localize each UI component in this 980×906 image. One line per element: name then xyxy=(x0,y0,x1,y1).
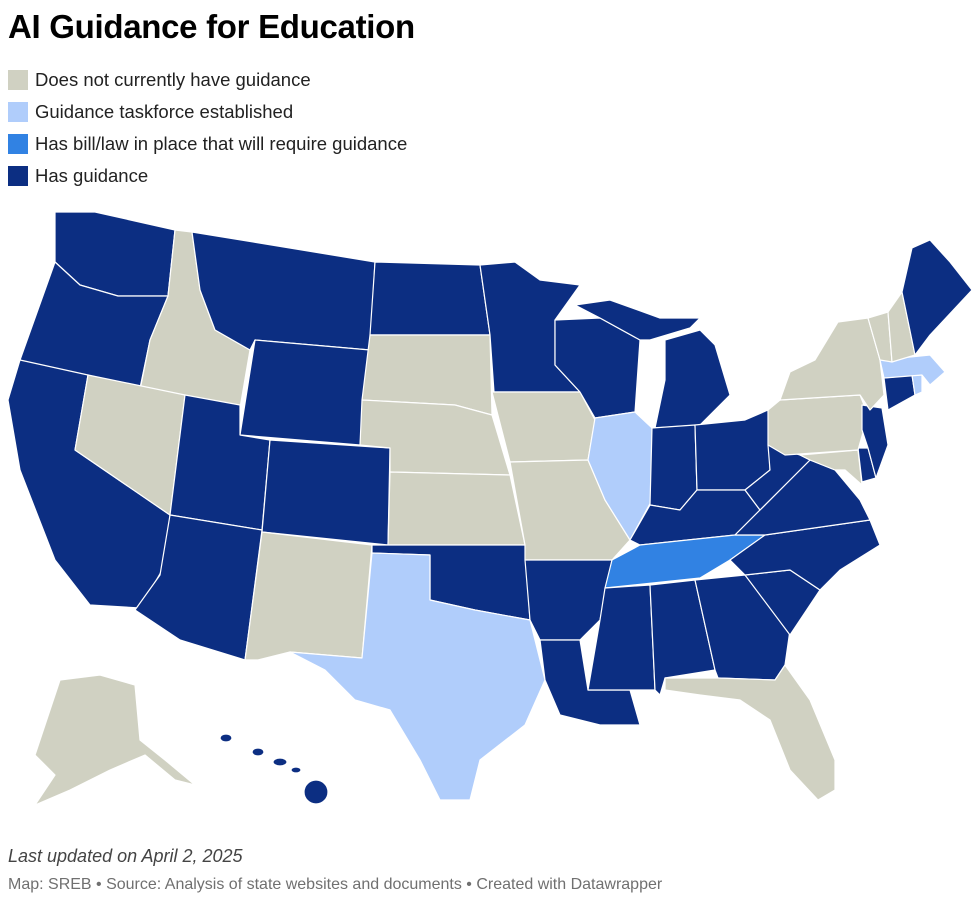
state-ct[interactable] xyxy=(883,374,916,411)
state-nj[interactable] xyxy=(861,404,889,479)
credits: Map: SREB • Source: Analysis of state we… xyxy=(8,876,663,893)
legend-swatch xyxy=(8,70,28,90)
legend-item-taskforce: Guidance taskforce established xyxy=(8,96,407,128)
state-fl[interactable] xyxy=(664,664,836,801)
state-mi[interactable] xyxy=(574,299,731,429)
legend: Does not currently have guidance Guidanc… xyxy=(8,64,407,192)
legend-swatch xyxy=(8,166,28,186)
legend-swatch xyxy=(8,134,28,154)
state-oh[interactable] xyxy=(694,409,771,491)
state-ak[interactable] xyxy=(34,674,196,806)
state-pa[interactable] xyxy=(767,394,869,456)
us-map xyxy=(7,211,973,806)
state-ny[interactable] xyxy=(779,317,885,411)
legend-label: Does not currently have guidance xyxy=(35,69,311,90)
legend-label: Has bill/law in place that will require … xyxy=(35,133,408,154)
legend-swatch xyxy=(8,102,28,122)
legend-item-has: Has guidance xyxy=(8,160,407,192)
state-la[interactable] xyxy=(539,639,641,726)
state-tx[interactable] xyxy=(289,552,546,801)
legend-label: Guidance taskforce established xyxy=(35,101,294,122)
state-co[interactable] xyxy=(261,439,391,546)
state-ma[interactable] xyxy=(879,354,946,386)
legend-item-bill: Has bill/law in place that will require … xyxy=(8,128,407,160)
state-mt[interactable] xyxy=(191,231,376,351)
state-me[interactable] xyxy=(901,239,973,356)
state-az[interactable] xyxy=(134,514,263,661)
legend-label: Has guidance xyxy=(35,165,149,186)
page-title: AI Guidance for Education xyxy=(8,8,415,45)
state-ia[interactable] xyxy=(491,391,596,463)
state-nm[interactable] xyxy=(244,531,373,661)
state-wy[interactable] xyxy=(239,339,371,446)
legend-item-none: Does not currently have guidance xyxy=(8,64,407,96)
state-in[interactable] xyxy=(649,424,698,511)
state-hi[interactable] xyxy=(219,733,329,805)
last-updated: Last updated on April 2, 2025 xyxy=(8,846,243,866)
state-ks[interactable] xyxy=(387,471,526,546)
state-nd[interactable] xyxy=(369,261,491,336)
